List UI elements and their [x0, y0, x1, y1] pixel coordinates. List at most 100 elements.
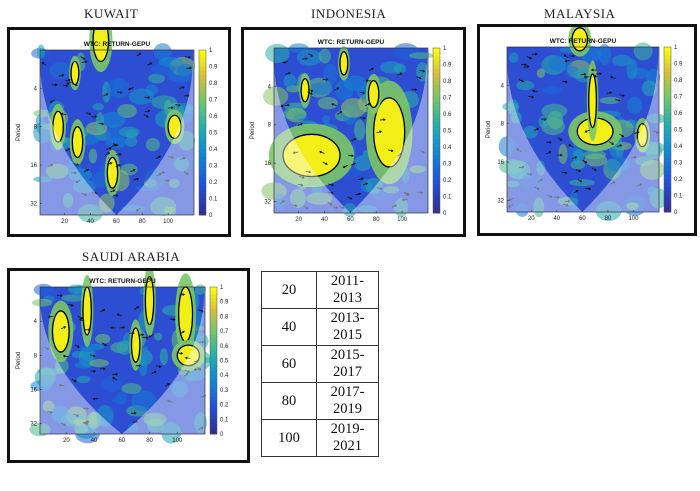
phase-arrow [376, 187, 382, 190]
legend-key: 60 [261, 345, 317, 383]
phase-arrowhead [114, 143, 117, 147]
phase-arrow [568, 144, 574, 148]
colorbar-tick-label: 0.3 [220, 388, 229, 394]
colorbar-segment [210, 320, 217, 325]
colorbar-segment [433, 167, 440, 173]
phase-arrow [533, 128, 539, 132]
x-tick-label: 40 [321, 217, 328, 223]
x-tick-label: 20 [295, 217, 302, 223]
colorbar-segment [199, 120, 206, 125]
phase-arrowhead [521, 165, 525, 169]
wtc-plot-kuwait: WTC: RETURN-GEPU 20 40 60 80 100 4 8 16 32 Period 0… [16, 30, 218, 225]
colorbar-segment [210, 294, 217, 299]
phase-arrowhead [115, 194, 119, 197]
phase-arrow [67, 303, 73, 307]
phase-arrowhead [107, 152, 111, 155]
phase-arrowhead [119, 91, 123, 94]
phase-arrow [167, 400, 173, 403]
coherence-blob [91, 171, 109, 188]
phase-arrowhead [549, 195, 553, 198]
colorbar-segment [433, 188, 440, 193]
colorbar-segment [664, 174, 671, 180]
phase-arrowhead [182, 157, 186, 160]
legend-key: 20 [261, 271, 317, 309]
phase-arrowhead [572, 54, 575, 58]
coherence-blob [538, 115, 550, 128]
colorbar-segment [664, 55, 671, 60]
phase-arrow [653, 130, 659, 134]
phase-arrow [585, 129, 590, 133]
phase-arrowhead [531, 95, 535, 99]
colorbar-segment [433, 93, 440, 98]
colorbar-segment [199, 144, 206, 150]
colorbar-tick-label: 0.2 [443, 178, 452, 184]
plot-title: WTC: RETURN-GEPU [318, 39, 385, 46]
phase-arrow [609, 141, 614, 145]
coherence-blob [135, 184, 160, 192]
coherence-blob [78, 344, 99, 352]
colorbar-segment [433, 109, 440, 115]
coherence-blob [159, 348, 169, 366]
colorbar-tick-label: 0.1 [209, 197, 218, 203]
phase-arrowhead [158, 173, 162, 177]
colorbar-segment [210, 301, 217, 306]
phase-arrowhead [584, 130, 588, 133]
x-tick-label: 80 [139, 219, 146, 225]
significance-contour [282, 133, 341, 178]
colorbar-segment [210, 338, 217, 343]
coherence-blob [153, 43, 172, 61]
colorbar-segment [199, 99, 206, 105]
coherence-blob [73, 418, 89, 426]
phase-arrowhead [353, 138, 357, 141]
phase-arrowhead [287, 103, 290, 107]
phase-arrowhead [105, 93, 109, 96]
colorbar-segment [210, 305, 217, 310]
colorbar-frame [432, 47, 441, 214]
phase-arrow [179, 86, 185, 89]
coherence-blob [116, 340, 133, 355]
significance-contour [571, 27, 589, 52]
phase-arrow [104, 152, 110, 156]
phase-arrow [339, 206, 345, 209]
phase-arrowhead [162, 171, 165, 175]
phase-arrowhead [74, 171, 77, 175]
phase-arrowhead [508, 205, 511, 208]
phase-arrowhead [584, 160, 588, 164]
y-tick-label: 4 [34, 86, 38, 92]
phase-arrowhead [88, 328, 91, 332]
colorbar-segment [433, 72, 440, 78]
colorbar-tick-label: 1 [674, 45, 678, 51]
phase-arrow [143, 114, 149, 118]
phase-arrowhead [390, 149, 394, 153]
coherence-blob [158, 57, 183, 67]
phase-arrowhead [112, 377, 115, 380]
phase-arrowhead [399, 153, 403, 156]
phase-arrow [305, 171, 311, 173]
coherence-blob [88, 148, 98, 164]
phase-arrow [109, 189, 115, 193]
phase-arrowhead [172, 317, 176, 321]
colorbar-segment [433, 85, 440, 90]
colorbar-segment [199, 182, 206, 187]
phase-arrow [42, 62, 47, 66]
significance-contour [144, 276, 155, 326]
colorbar-segment [199, 202, 206, 208]
phase-arrowhead [362, 91, 366, 95]
colorbar-segment [664, 104, 671, 110]
legend-key: 100 [261, 419, 317, 457]
phase-arrow [50, 99, 56, 103]
phase-arrowhead [310, 92, 313, 95]
phase-arrow [580, 73, 586, 76]
phase-arrowhead [84, 193, 87, 196]
colorbar-segment [664, 129, 671, 135]
phase-arrowhead [122, 326, 126, 329]
phase-arrowhead [182, 330, 185, 334]
x-tick-label: 80 [146, 438, 153, 444]
phase-arrow [168, 156, 174, 158]
y-tick-label: 16 [264, 161, 271, 167]
phase-arrow [391, 204, 397, 208]
phase-arrow [111, 144, 117, 148]
coherence-blob [536, 160, 546, 176]
country-label-indonesia: INDONESIA [311, 6, 387, 21]
colorbar-segment [210, 309, 217, 314]
